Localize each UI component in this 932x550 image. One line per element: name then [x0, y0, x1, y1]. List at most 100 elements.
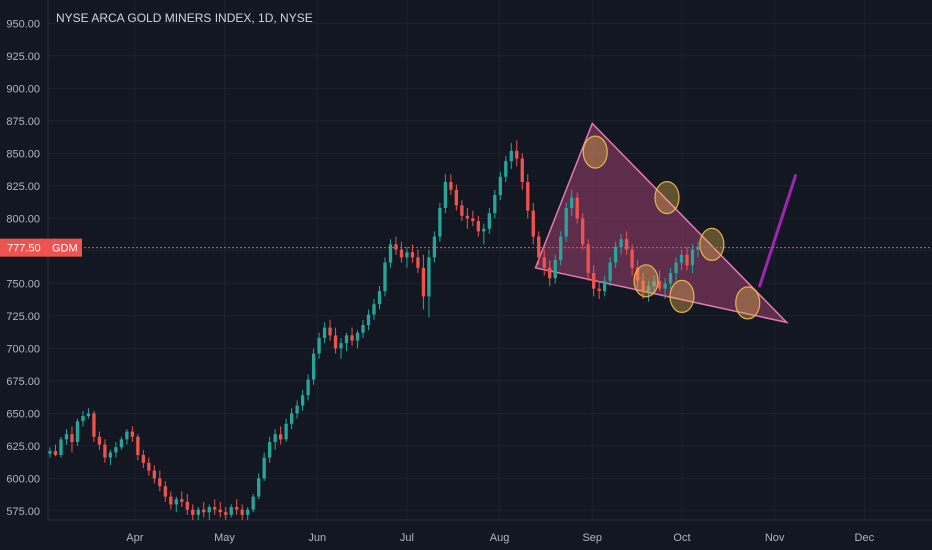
- candle: [130, 426, 135, 442]
- candle: [690, 244, 695, 273]
- candle: [592, 265, 596, 297]
- candle-body: [493, 195, 497, 214]
- triangle-shape[interactable]: [534, 122, 789, 324]
- candle: [383, 257, 387, 297]
- candle-body: [690, 249, 695, 266]
- last-price-tag: 777.50 GDM: [0, 238, 82, 257]
- candle-body: [70, 434, 74, 442]
- breakout-arrow-drawing[interactable]: [758, 174, 798, 288]
- y-tick-label: 575.00: [6, 506, 40, 518]
- candle-body: [515, 150, 519, 159]
- candle-body: [482, 228, 486, 232]
- candle-body: [103, 444, 107, 458]
- candle-body: [394, 244, 398, 250]
- candle-body: [119, 439, 124, 448]
- candle: [421, 254, 426, 310]
- y-tick-label: 675.00: [6, 376, 40, 388]
- candle: [405, 247, 409, 268]
- candle: [493, 189, 497, 219]
- candle-body: [213, 507, 217, 510]
- candle-body: [685, 254, 689, 266]
- candle-body: [504, 161, 508, 177]
- candle: [465, 208, 470, 229]
- candle: [322, 322, 327, 344]
- candle-body: [663, 283, 667, 289]
- candle: [388, 239, 393, 268]
- candle-body: [289, 413, 294, 424]
- candle: [515, 140, 519, 167]
- candle-body: [410, 252, 415, 258]
- candle: [416, 249, 420, 273]
- candle: [377, 286, 382, 310]
- candle-body: [652, 280, 656, 286]
- candle: [685, 247, 689, 271]
- candle-body: [152, 470, 156, 479]
- triangle-pattern-drawing[interactable]: [534, 122, 789, 324]
- candle: [509, 143, 513, 169]
- candle: [284, 418, 288, 442]
- highlight-circles[interactable]: [582, 135, 761, 320]
- y-tick-label: 850.00: [6, 148, 40, 160]
- x-tick-label: Dec: [855, 532, 875, 544]
- candle: [548, 260, 552, 286]
- candle: [224, 507, 228, 520]
- highlight-circle[interactable]: [633, 264, 659, 298]
- x-tick-label: Jul: [400, 532, 414, 544]
- candle-body: [48, 451, 52, 454]
- candle: [570, 189, 574, 216]
- candle-body: [191, 509, 195, 515]
- highlight-circle[interactable]: [582, 135, 608, 169]
- candle: [399, 241, 404, 263]
- candle: [476, 215, 480, 237]
- candle: [92, 410, 96, 442]
- candle-body: [169, 496, 173, 505]
- candle: [125, 429, 129, 445]
- candle-body: [141, 455, 146, 463]
- candle-body: [449, 182, 453, 190]
- y-tick-label: 925.00: [6, 51, 40, 63]
- candle: [108, 449, 113, 466]
- candle: [213, 499, 217, 515]
- candle: [119, 436, 124, 450]
- highlight-circle[interactable]: [735, 286, 761, 320]
- breakout-line[interactable]: [758, 174, 798, 288]
- candle: [169, 491, 173, 510]
- candle: [427, 249, 431, 318]
- candle-body: [268, 442, 272, 458]
- candle-body: [520, 158, 524, 182]
- candle-body: [575, 197, 579, 219]
- y-tick-label: 725.00: [6, 311, 40, 323]
- y-tick-label: 700.00: [6, 343, 40, 355]
- candle-body: [570, 197, 574, 208]
- candle-body: [531, 210, 535, 237]
- candle-body: [471, 218, 475, 221]
- highlight-circle[interactable]: [669, 279, 695, 313]
- candle: [191, 504, 195, 520]
- candle: [597, 280, 601, 299]
- candle-body: [59, 439, 63, 455]
- candle: [141, 449, 146, 468]
- candle-body: [355, 332, 360, 341]
- candle-body: [498, 176, 502, 195]
- candle-body: [180, 499, 184, 502]
- candle-body: [416, 257, 420, 268]
- highlight-circle[interactable]: [654, 181, 680, 215]
- candle-body: [509, 150, 513, 162]
- candle-body: [262, 457, 266, 479]
- candle-body: [81, 416, 85, 422]
- candle: [372, 299, 376, 320]
- candle: [641, 273, 645, 299]
- candle: [306, 374, 310, 401]
- candle: [218, 501, 222, 518]
- candle-body: [635, 267, 640, 281]
- candle: [59, 436, 63, 458]
- candle-body: [366, 314, 371, 325]
- candle-body: [641, 280, 645, 292]
- candle: [70, 426, 74, 453]
- highlight-circle[interactable]: [699, 227, 725, 261]
- candle: [564, 202, 568, 242]
- candle-body: [526, 182, 530, 211]
- candle-body: [465, 215, 470, 219]
- candle-body: [207, 507, 211, 513]
